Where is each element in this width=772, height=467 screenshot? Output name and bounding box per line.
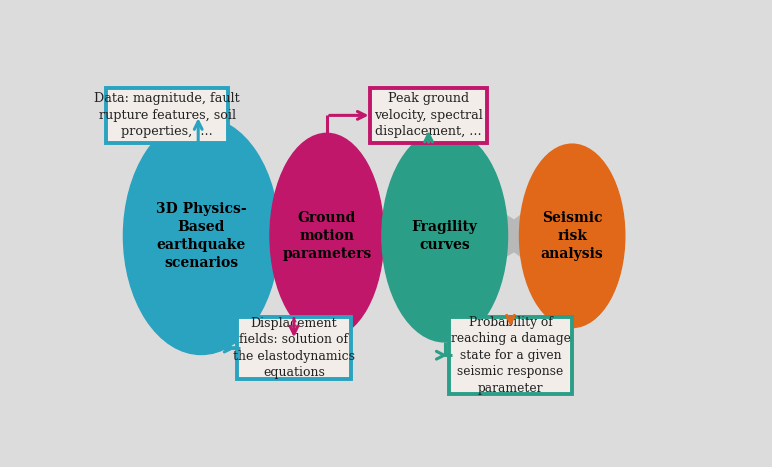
FancyBboxPatch shape <box>449 317 572 394</box>
FancyBboxPatch shape <box>106 87 229 143</box>
Text: Displacement
fields: solution of
the elastodynamics
equations: Displacement fields: solution of the ela… <box>233 317 355 379</box>
Text: Fragility
curves: Fragility curves <box>411 220 478 252</box>
Text: Peak ground
velocity, spectral
displacement, ...: Peak ground velocity, spectral displacem… <box>374 92 483 138</box>
Polygon shape <box>178 180 588 291</box>
Ellipse shape <box>270 134 384 338</box>
Text: 3D Physics-
Based
earthquake
scenarios: 3D Physics- Based earthquake scenarios <box>156 202 246 269</box>
Ellipse shape <box>124 117 279 354</box>
Text: Seismic
risk
analysis: Seismic risk analysis <box>540 211 604 261</box>
Ellipse shape <box>382 130 507 342</box>
Ellipse shape <box>520 144 625 327</box>
FancyBboxPatch shape <box>237 318 350 379</box>
FancyBboxPatch shape <box>371 87 487 143</box>
Text: Data: magnitude, fault
rupture features, soil
properties, ....: Data: magnitude, fault rupture features,… <box>94 92 240 138</box>
Text: Ground
motion
parameters: Ground motion parameters <box>283 211 371 261</box>
Text: Probability of
reaching a damage
state for a given
seismic response
parameter: Probability of reaching a damage state f… <box>451 316 571 395</box>
